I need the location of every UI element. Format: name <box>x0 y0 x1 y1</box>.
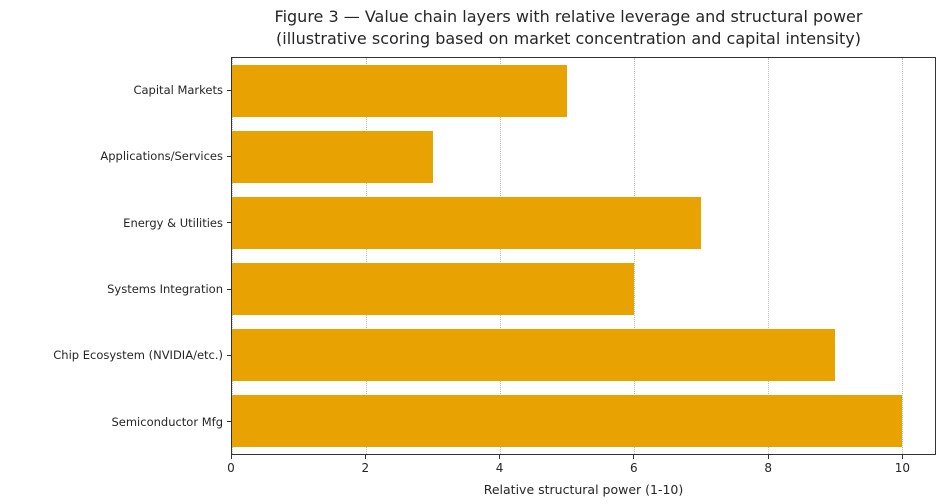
y-tick-label-row: Capital Markets <box>0 57 231 123</box>
x-tick-label: 10 <box>894 461 911 475</box>
x-tick-mark <box>499 455 501 459</box>
y-tick-label-row: Applications/Services <box>0 123 231 189</box>
bar-row <box>232 58 935 124</box>
x-axis-label: Relative structural power (1-10) <box>483 482 684 497</box>
y-tick-mark <box>227 155 231 157</box>
category-label: Semiconductor Mfg <box>111 414 223 429</box>
y-tick-mark <box>227 421 231 423</box>
bar-row <box>232 322 935 388</box>
chart-title-line-1: Figure 3 — Value chain layers with relat… <box>274 7 863 26</box>
x-tick-mark <box>364 455 366 459</box>
x-tick-label: 0 <box>227 461 235 475</box>
category-label: Energy & Utilities <box>123 215 223 230</box>
y-tick-label-row: Systems Integration <box>0 256 231 322</box>
chart-area: Capital Markets Applications/Services Ener… <box>0 57 936 455</box>
chart-title-line-2: (illustrative scoring based on market co… <box>276 28 861 48</box>
x-tick-label: 6 <box>630 461 638 475</box>
bars <box>232 58 935 454</box>
bar-row <box>232 388 935 454</box>
bar-4 <box>232 262 634 316</box>
gridline <box>232 58 233 454</box>
y-tick-label-row: Energy & Utilities <box>0 190 231 256</box>
y-tick-mark <box>227 89 231 91</box>
bar-1 <box>232 64 567 118</box>
bar-6 <box>232 394 902 448</box>
x-axis: 0 2 4 6 8 10 <box>227 455 936 481</box>
y-tick-mark <box>227 222 231 224</box>
y-tick-label-row: Chip Ecosystem (NVIDIA/etc.) <box>0 322 231 388</box>
x-tick-mark <box>901 455 903 459</box>
plot-area <box>231 57 936 455</box>
x-tick-label: 2 <box>361 461 370 475</box>
category-label: Applications/Services <box>100 149 223 164</box>
x-tick-mark <box>230 455 232 459</box>
gridline <box>767 58 769 454</box>
gridline <box>901 58 903 454</box>
gridline <box>365 58 367 454</box>
category-label: Systems Integration <box>107 282 223 297</box>
y-tick-mark <box>227 288 231 290</box>
y-tick-mark <box>227 354 231 356</box>
y-axis-labels: Capital Markets Applications/Services Ener… <box>0 57 231 455</box>
bar-row <box>232 256 935 322</box>
x-tick-mark <box>767 455 769 459</box>
x-tick-label: 8 <box>764 461 772 475</box>
bar-3 <box>232 196 701 250</box>
bar-2 <box>232 130 433 184</box>
x-tick-label: 4 <box>495 461 504 475</box>
bar-5 <box>232 328 835 382</box>
bar-row <box>232 124 935 190</box>
x-tick-mark <box>633 455 635 459</box>
gridline <box>499 58 501 454</box>
category-label: Capital Markets <box>133 83 223 98</box>
bar-row <box>232 190 935 256</box>
gridline <box>633 58 635 454</box>
y-tick-label-row: Semiconductor Mfg <box>0 389 231 455</box>
category-label: Chip Ecosystem (NVIDIA/etc.) <box>53 348 223 363</box>
chart-title: Figure 3 — Value chain layers with relat… <box>205 6 932 49</box>
